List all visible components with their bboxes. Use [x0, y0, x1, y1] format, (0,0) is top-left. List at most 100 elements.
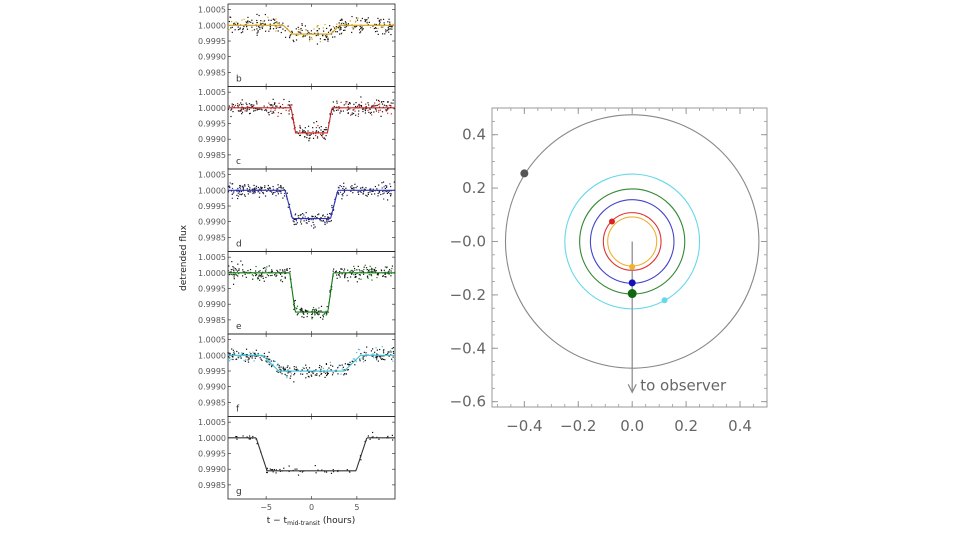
data-point [355, 105, 357, 108]
data-point [249, 112, 251, 114]
data-point [297, 132, 300, 135]
data-point [272, 359, 274, 362]
data-point [377, 99, 380, 102]
data-point [304, 25, 307, 27]
data-point [277, 188, 279, 190]
data-point [377, 33, 379, 35]
data-point [314, 215, 317, 217]
data-point [343, 189, 346, 191]
data-point [231, 108, 233, 110]
data-point [277, 193, 279, 195]
panel-frame [227, 251, 396, 335]
data-point [267, 187, 269, 190]
data-point [237, 110, 240, 112]
data-point [360, 104, 363, 107]
data-point [337, 470, 339, 473]
data-point [247, 184, 249, 186]
data-point [287, 365, 289, 367]
data-point [270, 190, 272, 192]
data-point [264, 13, 266, 16]
data-point [381, 358, 383, 360]
data-point [388, 270, 390, 272]
data-point [387, 101, 389, 103]
data-point [287, 369, 289, 372]
data-point [264, 30, 267, 32]
data-point [290, 33, 293, 35]
data-point [286, 268, 288, 270]
y-tick-label: 1.0000 [198, 351, 226, 360]
data-point [281, 373, 283, 375]
data-point [232, 266, 234, 268]
data-point [317, 125, 319, 127]
data-point [237, 26, 239, 28]
model-curve [228, 272, 395, 313]
data-point [308, 367, 311, 369]
data-point [276, 105, 278, 107]
data-point [356, 269, 358, 271]
data-point [247, 270, 249, 272]
data-point [266, 357, 268, 360]
data-point [282, 367, 284, 369]
data-point [288, 371, 291, 373]
data-point [333, 268, 335, 270]
x-tick-label: 0.4 [728, 417, 752, 435]
data-point [266, 471, 268, 474]
data-point [343, 270, 345, 272]
data-point [280, 184, 282, 187]
data-point [352, 358, 354, 360]
data-point [332, 270, 334, 272]
data-point [375, 108, 377, 110]
data-point [324, 222, 326, 224]
data-point [330, 33, 333, 35]
data-point [388, 273, 390, 275]
data-point [237, 195, 240, 197]
data-point [299, 127, 302, 130]
data-point [345, 103, 347, 105]
data-point [293, 381, 295, 383]
data-point [283, 192, 286, 195]
data-point [340, 33, 342, 35]
data-point [332, 101, 334, 103]
data-point [380, 269, 383, 271]
y-tick-label: 0.9985 [198, 151, 226, 160]
data-point [241, 111, 244, 113]
data-point [353, 26, 356, 28]
data-point [355, 114, 357, 116]
data-point [282, 28, 284, 30]
data-point [263, 280, 265, 282]
x-axis-title: t − tmid-transit (hours) [267, 516, 355, 527]
data-point [326, 222, 328, 224]
data-point [246, 106, 248, 108]
data-point [241, 19, 243, 21]
data-point [358, 29, 361, 31]
data-point [267, 188, 270, 190]
data-point [303, 214, 305, 216]
data-point [383, 100, 385, 103]
data-point [311, 371, 313, 373]
data-point [326, 34, 328, 36]
data-point [373, 111, 375, 113]
data-point [268, 111, 270, 113]
data-point [334, 271, 337, 273]
data-point [343, 373, 346, 375]
data-point [251, 355, 254, 357]
planet-c [608, 218, 615, 225]
observer-label: to observer [640, 376, 727, 394]
data-point [310, 219, 312, 221]
data-point [324, 372, 327, 374]
data-point [387, 352, 389, 355]
data-point [384, 184, 387, 187]
data-point [253, 110, 255, 112]
data-point [235, 21, 237, 23]
data-point [364, 359, 366, 362]
data-point [378, 19, 380, 21]
data-point [341, 32, 343, 34]
data-point [305, 364, 307, 366]
data-point [257, 108, 259, 110]
data-point [270, 104, 272, 107]
data-point [378, 191, 381, 194]
data-point [273, 112, 275, 114]
data-point [239, 184, 241, 187]
data-point [318, 127, 321, 129]
data-point [357, 265, 359, 267]
